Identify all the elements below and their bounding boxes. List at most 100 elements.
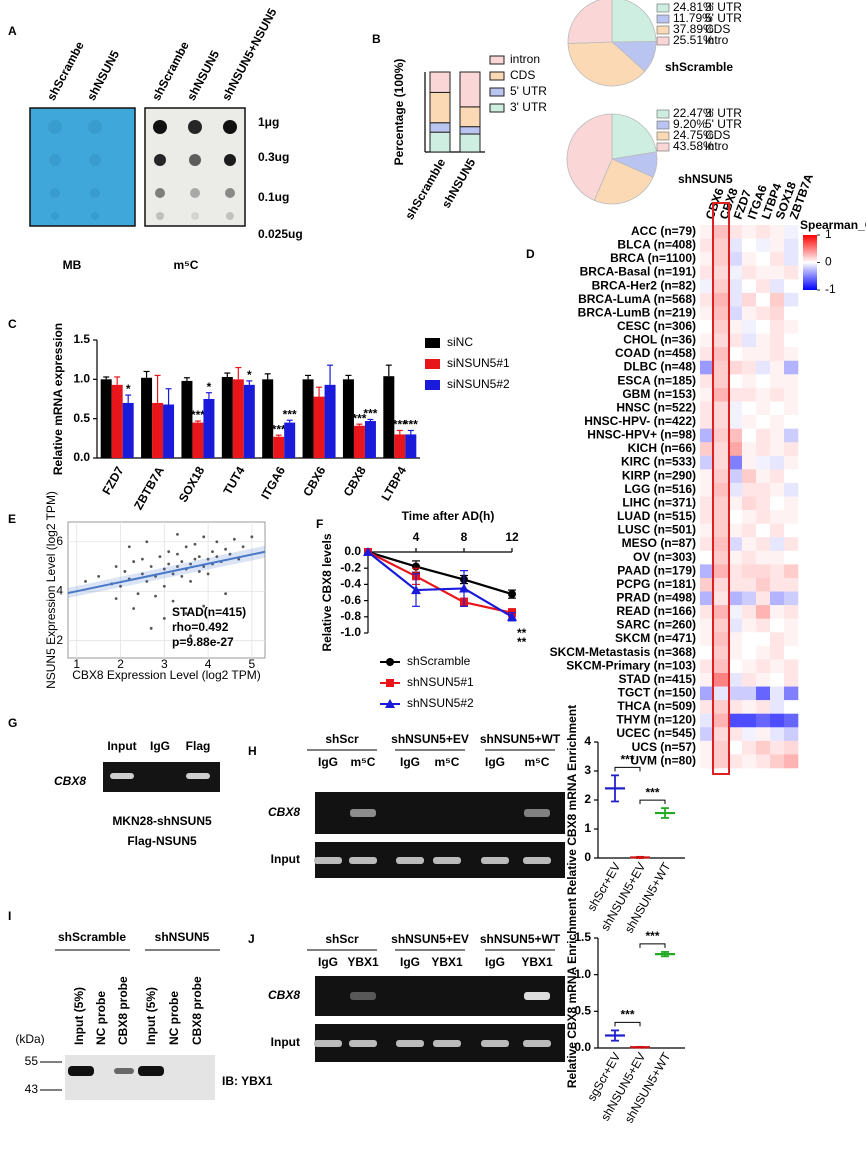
heat-cell (742, 754, 757, 769)
heat-cell (728, 482, 743, 497)
scatter-point (114, 597, 118, 601)
panel-letter: H (248, 744, 257, 758)
heat-cell (756, 713, 771, 728)
gel (315, 976, 565, 1016)
annotation: STAD(n=415) (172, 605, 246, 619)
heat-cell (784, 577, 799, 592)
heat-cell (728, 360, 743, 375)
heat-cell (700, 469, 715, 484)
row-label: CBX8 (268, 805, 300, 819)
heat-cell (770, 320, 785, 334)
lane-label: NC probe (167, 991, 181, 1045)
bar-segment (429, 91, 451, 124)
legend-swatch (656, 36, 670, 46)
heat-cell (784, 700, 799, 714)
scatter-point (189, 562, 192, 566)
gel-band (186, 773, 210, 779)
heat-cell (728, 387, 743, 402)
heat-cell (756, 238, 771, 253)
row-label: CHOL (n=36) (623, 333, 696, 347)
m5c-dot (224, 154, 236, 166)
significance-label: * (126, 382, 131, 396)
row-label: KICH (n=66) (628, 441, 696, 455)
lane-label: IgG (150, 739, 170, 753)
heat-cell (700, 550, 715, 565)
heat-cell (714, 700, 729, 714)
ib-label: IB: YBX1 (222, 1074, 273, 1088)
heat-cell (770, 523, 785, 538)
row-label: MESO (n=87) (622, 536, 696, 550)
heat-cell (700, 374, 715, 389)
membrane-label: m⁵C (174, 258, 199, 272)
heat-cell (770, 713, 785, 728)
group-label: shNSUN5+WT (480, 932, 561, 946)
x-tick-label: LTBP4 (378, 464, 409, 503)
lane-label: m⁵C (351, 755, 376, 769)
y-tick-label: 0.5 (574, 1004, 591, 1018)
heat-cell (714, 482, 729, 497)
heat-cell (714, 347, 729, 362)
panel-letter: G (8, 716, 17, 730)
panel-letter: D (526, 247, 535, 261)
lane-label: YBX1 (347, 955, 379, 969)
panel-letter: J (248, 932, 255, 946)
heat-cell (742, 320, 757, 334)
significance-label: *** (393, 418, 407, 432)
y-tick-label: 4 (56, 583, 63, 597)
y-tick-label: 0 (584, 850, 591, 864)
mb-dot (48, 120, 62, 134)
lane-label: Input (5%) (72, 987, 86, 1045)
heat-cell (742, 225, 757, 239)
heat-cell (714, 360, 729, 375)
series-marker (411, 585, 421, 595)
heat-cell (700, 482, 715, 497)
heat-cell (728, 605, 743, 619)
x-tick-label: SOX18 (176, 464, 208, 505)
row-label: READ (n=166) (616, 604, 696, 618)
heat-cell (756, 632, 771, 647)
row-label: STAD (n=415) (619, 672, 696, 686)
heat-cell (714, 686, 729, 701)
legend-swatch (656, 109, 670, 119)
x-tick-label: 5 (249, 657, 256, 671)
heat-cell (756, 265, 771, 280)
heat-cell (770, 374, 785, 389)
heat-cell (756, 387, 771, 402)
row-label: KIRC (n=533) (621, 455, 696, 469)
heat-cell (784, 279, 799, 294)
heat-cell (756, 740, 771, 755)
heat-cell (714, 401, 729, 416)
significance-label: *** (283, 407, 297, 421)
scatter-point (127, 545, 131, 549)
series-marker (363, 547, 373, 556)
lane-label: YBX1 (521, 955, 553, 969)
heat-cell (714, 564, 729, 579)
heat-cell (728, 496, 743, 511)
legend-marker (385, 699, 395, 708)
legend-label: siNSUN5#1 (447, 356, 510, 370)
heat-cell (700, 387, 715, 402)
mb-dot (49, 154, 61, 166)
heat-cell (714, 510, 729, 524)
lane-label: CBX8 probe (190, 976, 204, 1045)
legend-label: CDS (510, 68, 535, 82)
x-tick-label: 12 (505, 530, 519, 544)
heat-cell (784, 252, 799, 267)
row-label: HNSC (n=522) (616, 400, 696, 414)
heat-cell (784, 605, 799, 619)
heat-cell (784, 265, 799, 280)
heat-cell (756, 523, 771, 538)
heat-cell (728, 374, 743, 389)
heat-cell (714, 306, 729, 321)
m5c-dot (223, 120, 237, 134)
row-label: KIRP (n=290) (622, 468, 696, 482)
heat-cell (784, 455, 799, 470)
scatter-point (119, 584, 122, 588)
row-label: OV (n=303) (633, 550, 696, 564)
x-tick-label: ITGA6 (258, 464, 288, 502)
heat-cell (770, 754, 785, 769)
heat-cell (784, 740, 799, 755)
heat-cell (700, 713, 715, 728)
bar (111, 384, 123, 458)
membrane-label: MB (63, 258, 82, 272)
